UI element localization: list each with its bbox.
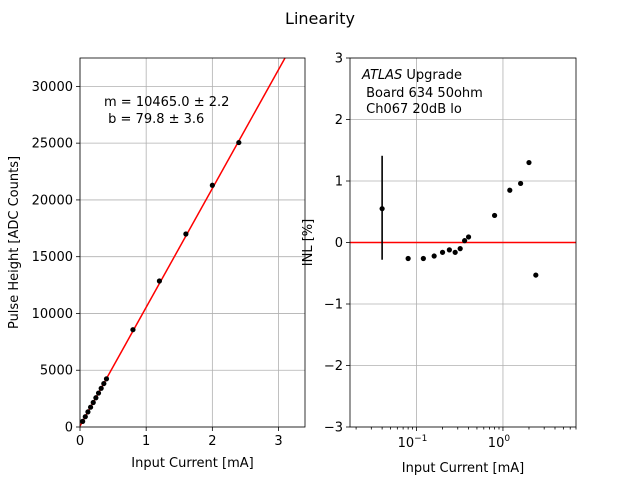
linearity-point [80,418,86,424]
x-tick-label: 1 [142,434,150,449]
inl-point [517,180,524,187]
inl-point [457,246,463,252]
linearity-point [236,139,242,146]
linearity-point [98,385,104,391]
inl-point [405,255,411,262]
inl-point [420,255,426,262]
linearity-points [80,139,242,424]
inl-point [526,159,532,166]
inl-x-axis-label: Input Current [mA] [402,461,524,476]
linearity-x-axis-label: Input Current [mA] [131,456,253,471]
x-tick-label: 100 [488,434,511,451]
x-tick-label: 3 [274,434,282,449]
inl-point [491,212,498,219]
y-tick-label: −1 [324,298,343,313]
linearity-point [95,390,102,396]
inl-annotation-title: ATLAS Upgrade [361,68,462,83]
atlas-label: ATLAS [361,68,402,83]
linearity-point [209,182,215,188]
inl-point [465,234,472,240]
x-tick-label: 10−1 [398,434,428,451]
linearity-point [82,414,88,420]
y-tick-label: 15000 [32,250,73,265]
inl-point [507,187,513,193]
inl-point [446,247,452,253]
y-tick-label: −2 [324,359,343,374]
y-tick-label: 1 [335,175,343,190]
y-tick-label: 20000 [32,193,73,208]
linearity-y-axis-label: Pulse Height [ADC Counts] [7,156,22,329]
channel-label: Ch067 20dB lo [362,102,462,117]
y-tick-label: 25000 [32,137,73,152]
y-tick-label: −3 [324,421,343,436]
linearity-point [156,278,163,284]
linearity-point [85,409,91,415]
x-tick-exponent: −1 [414,434,427,444]
x-tick-label: 2 [208,434,216,449]
upgrade-label: Upgrade [402,68,462,83]
inl-point [533,272,539,278]
fit-intercept-label: b = 79.8 ± 3.6 [104,112,204,127]
figure-title: Linearity [285,9,355,28]
linearity-plot: 0 1 2 3 0 5000 10000 15000 20000 25000 30000 m = 1… [7,57,306,471]
inl-point [462,238,468,244]
inl-point [379,206,385,212]
inl-point [452,249,458,255]
x-tick-base: 10 [398,436,415,451]
x-tick-label: 0 [76,434,84,449]
linearity-fit-line [79,57,286,427]
linearity-point [183,231,189,237]
inl-points [379,159,539,278]
linearity-point [87,404,94,410]
y-tick-label: 0 [335,236,343,251]
linearity-point [103,376,110,382]
linearity-ticks: 0 1 2 3 0 5000 10000 15000 20000 25000 30000 [32,80,283,449]
y-tick-label: 30000 [32,80,73,95]
y-tick-label: 2 [335,113,343,128]
x-tick-base: 10 [488,436,505,451]
inl-point [439,249,446,255]
inl-y-axis-label: INL [%] [301,219,316,266]
linearity-axes-frame [79,57,306,428]
board-label: Board 634 50ohm [362,86,483,101]
y-tick-label: 3 [335,52,343,67]
x-tick-exponent: 0 [504,434,510,444]
linearity-point [93,395,99,401]
y-tick-label: 5000 [40,364,73,379]
linearity-point [90,399,96,406]
y-tick-label: 10000 [32,307,73,322]
inl-point [431,253,437,259]
linearity-point [130,327,136,333]
linearity-point [101,380,107,387]
fit-slope-label: m = 10465.0 ± 2.2 [104,95,229,110]
y-tick-label: 0 [65,421,73,436]
